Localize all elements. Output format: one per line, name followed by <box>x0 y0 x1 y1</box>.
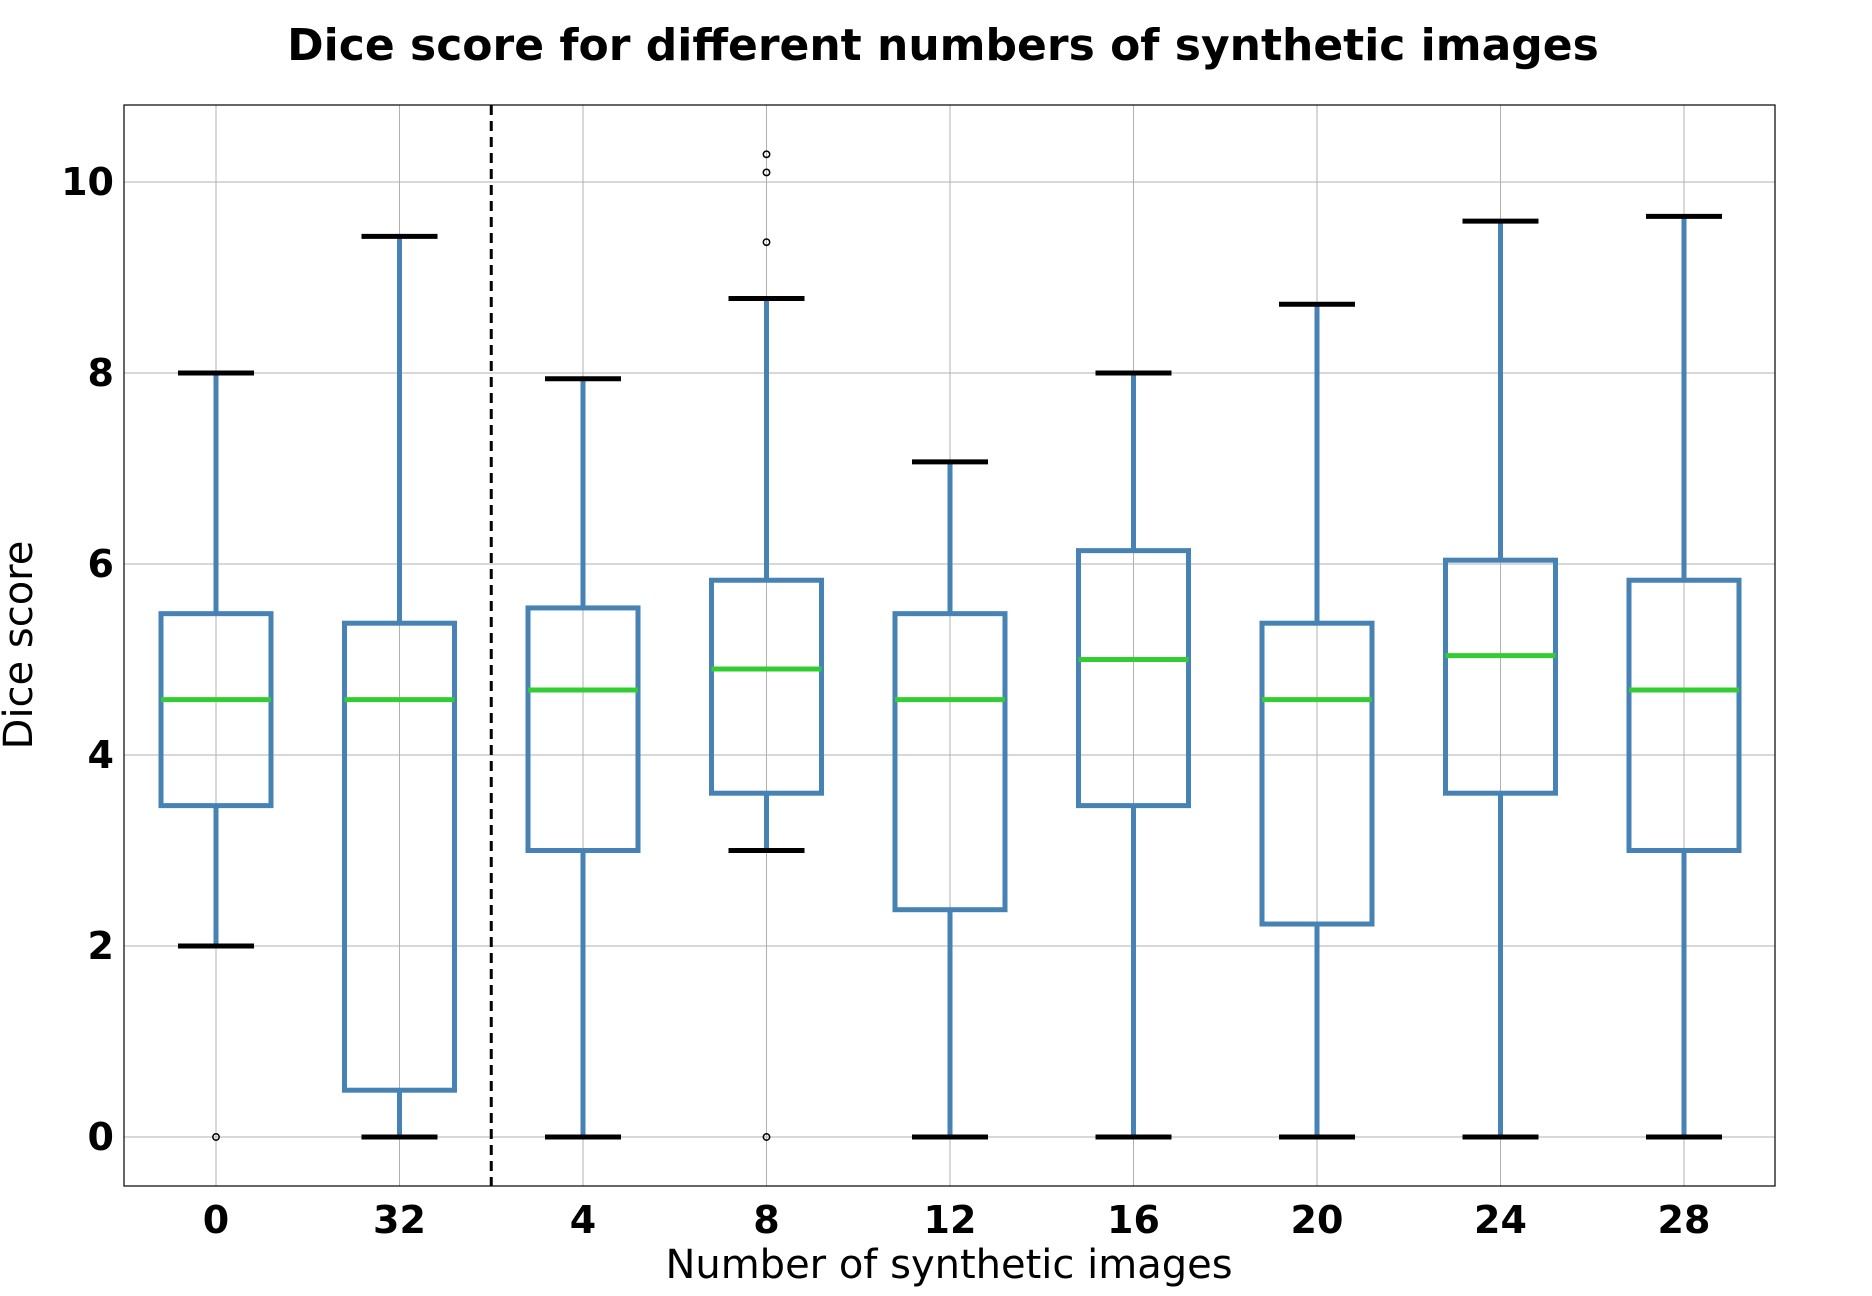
x-tick-label: 12 <box>924 1198 977 1242</box>
y-tick-label: 8 <box>88 351 114 395</box>
iqr-box <box>709 577 824 796</box>
box-12 <box>892 459 1008 1140</box>
box-8 <box>709 150 824 1141</box>
iqr-box <box>1076 548 1191 809</box>
y-tick-label: 6 <box>88 542 114 586</box>
y-axis-label: Dice score <box>0 541 42 750</box>
iqr-box <box>342 620 457 1093</box>
outlier-point <box>212 1133 220 1141</box>
box-20 <box>1259 301 1375 1140</box>
outlier-point <box>762 150 771 159</box>
x-tick-label: 24 <box>1474 1198 1527 1242</box>
iqr-box <box>525 605 641 853</box>
plot-area-frame <box>123 104 1776 1187</box>
box-28 <box>1626 213 1742 1140</box>
y-tick-label: 2 <box>88 924 114 968</box>
box-0 <box>158 370 274 1141</box>
x-tick-label: 28 <box>1658 1198 1711 1242</box>
iqr-box <box>158 611 274 809</box>
iqr-box <box>1626 577 1742 853</box>
x-axis-label: Number of synthetic images <box>665 1242 1232 1288</box>
x-tick-label: 4 <box>570 1198 596 1242</box>
y-tick-label: 4 <box>88 733 114 777</box>
box-32 <box>342 233 457 1140</box>
y-tick-label: 0 <box>88 1115 114 1159</box>
box-24 <box>1443 218 1558 1140</box>
boxes-layer <box>158 105 1742 1186</box>
iqr-box <box>1259 620 1375 927</box>
y-tick-label: 10 <box>61 160 114 204</box>
box-16 <box>1076 370 1191 1140</box>
outlier-point <box>762 168 771 177</box>
x-tick-label: 16 <box>1107 1198 1160 1242</box>
x-tick-label: 8 <box>753 1198 779 1242</box>
box-4 <box>525 376 641 1140</box>
outlier-point <box>762 238 771 247</box>
outlier-point <box>762 1133 771 1141</box>
x-tick-label: 0 <box>203 1198 229 1242</box>
iqr-box <box>892 611 1008 913</box>
chart-title: Dice score for different numbers of synt… <box>287 20 1599 71</box>
iqr-box <box>1443 557 1558 796</box>
x-tick-label: 32 <box>373 1198 426 1242</box>
x-tick-label: 20 <box>1291 1198 1344 1242</box>
